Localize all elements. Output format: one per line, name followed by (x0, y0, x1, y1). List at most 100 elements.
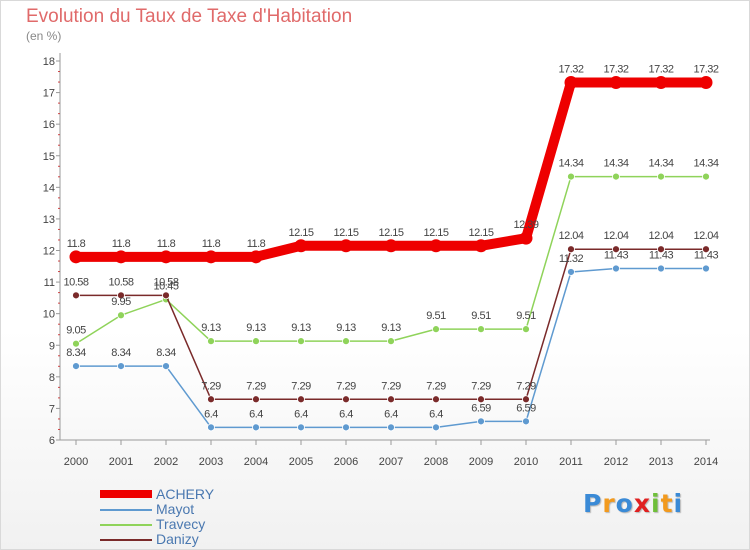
x-tick-label: 2001 (109, 456, 133, 468)
data-label-achery: 12.15 (468, 227, 493, 239)
data-point-achery (114, 250, 128, 264)
data-label-travecy: 9.51 (426, 310, 446, 322)
x-tick-label: 2013 (649, 456, 673, 468)
data-point-danizy (702, 245, 710, 254)
data-point-travecy (117, 311, 125, 320)
data-label-mayot: 6.4 (339, 408, 353, 420)
data-point-travecy (612, 172, 620, 181)
data-point-danizy (387, 395, 395, 404)
data-label-mayot: 11.43 (649, 250, 674, 262)
data-label-danizy: 7.29 (381, 380, 401, 392)
data-label-travecy: 14.34 (603, 158, 628, 170)
data-point-danizy (612, 245, 620, 254)
data-point-danizy (162, 291, 170, 300)
data-label-danizy: 7.29 (246, 380, 266, 392)
data-label-mayot: 8.34 (156, 347, 176, 359)
data-point-danizy (432, 395, 440, 404)
legend-item-mayot: Mayot (100, 501, 280, 517)
data-label-danizy: 10.58 (153, 276, 178, 288)
chart-data-labels: 11.8 11.8 11.8 11.8 11.8 12.15 12.15 12.15 12.15… (63, 63, 719, 420)
data-label-travecy: 9.95 (111, 296, 131, 308)
y-tick-label: 9 (49, 340, 55, 352)
proxiti-logo: Proxiti (583, 489, 683, 518)
data-label-achery: 17.32 (648, 63, 673, 75)
data-point-achery (159, 250, 173, 264)
y-tick-label: 15 (43, 151, 55, 163)
data-point-achery (204, 250, 218, 264)
chart-series (69, 75, 713, 432)
data-point-danizy (252, 395, 260, 404)
y-tick-label: 10 (43, 309, 55, 321)
x-tick-label: 2002 (154, 456, 178, 468)
data-label-danizy: 7.29 (426, 380, 446, 392)
data-label-mayot: 6.4 (429, 408, 443, 420)
data-label-mayot: 8.34 (66, 347, 86, 359)
data-label-achery: 12.15 (378, 227, 403, 239)
data-point-mayot (702, 264, 710, 273)
data-point-achery (294, 239, 308, 253)
data-point-mayot (252, 423, 260, 432)
data-point-mayot (72, 362, 80, 370)
data-label-travecy: 9.51 (471, 310, 491, 322)
legend-item-achery: ACHERY (100, 486, 280, 502)
data-label-travecy: 9.05 (66, 325, 86, 337)
chart-legend: ACHERY Mayot Travecy Danizy (100, 486, 280, 547)
data-point-travecy (207, 337, 215, 346)
legend-swatch (100, 509, 152, 511)
data-label-danizy: 10.58 (108, 276, 133, 288)
x-tick-label: 2014 (694, 456, 718, 468)
data-label-travecy: 9.51 (516, 310, 536, 322)
y-tick-label: 11 (44, 277, 55, 289)
data-label-achery: 11.8 (157, 238, 176, 250)
data-point-mayot (207, 423, 215, 432)
legend-label: ACHERY (156, 486, 215, 502)
data-point-mayot (522, 417, 530, 426)
data-point-achery (429, 239, 443, 253)
data-point-mayot (117, 362, 125, 370)
data-label-mayot: 11.32 (559, 253, 584, 265)
chart-title: Evolution du Taux de Taxe d'Habitation (26, 6, 353, 27)
data-point-travecy (522, 325, 530, 334)
data-label-achery: 11.8 (247, 238, 266, 250)
legend-item-danizy: Danizy (100, 531, 280, 547)
y-tick-label: 8 (49, 372, 55, 384)
data-point-travecy (657, 172, 665, 181)
data-point-achery (519, 231, 533, 245)
legend-swatch (100, 490, 152, 498)
x-tick-label: 2009 (469, 456, 493, 468)
data-point-travecy (567, 172, 575, 181)
x-tick-label: 2007 (379, 456, 403, 468)
data-point-achery (564, 75, 578, 89)
y-tick-label: 12 (43, 246, 55, 258)
data-label-travecy: 14.34 (558, 158, 583, 170)
x-tick-label: 2012 (604, 456, 628, 468)
data-label-achery: 12.15 (333, 227, 358, 239)
data-label-travecy: 9.13 (336, 322, 356, 334)
data-label-mayot: 6.4 (204, 408, 218, 420)
data-label-travecy: 10.45 (153, 280, 178, 292)
y-tick-label: 7 (49, 403, 55, 415)
data-label-danizy: 7.29 (336, 380, 356, 392)
logo-letter: x (633, 489, 651, 518)
logo-letter: o (615, 489, 634, 518)
data-label-mayot: 6.59 (471, 402, 491, 414)
data-point-achery (339, 239, 353, 253)
data-label-danizy: 7.29 (471, 380, 491, 392)
data-point-mayot (387, 423, 395, 432)
data-label-danizy: 7.29 (201, 380, 221, 392)
data-point-travecy (342, 337, 350, 346)
data-label-achery: 11.8 (112, 238, 131, 250)
data-point-achery (69, 250, 83, 264)
x-tick-label: 2003 (199, 456, 223, 468)
data-label-achery: 11.8 (202, 238, 221, 250)
data-point-achery (609, 75, 623, 89)
data-point-danizy (297, 395, 305, 404)
data-point-danizy (207, 395, 215, 404)
legend-label: Danizy (156, 531, 199, 547)
data-point-achery (699, 75, 713, 89)
data-point-achery (654, 75, 668, 89)
data-label-achery: 17.32 (558, 63, 583, 75)
data-label-mayot: 6.4 (384, 408, 398, 420)
